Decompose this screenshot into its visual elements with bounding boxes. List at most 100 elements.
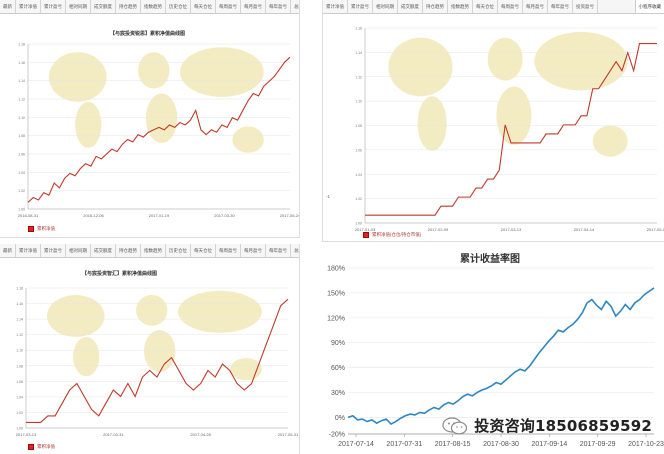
world-map-background	[48, 47, 264, 153]
x-tick-label: 2017-05-24	[280, 213, 300, 218]
legend-label: 累积净值	[37, 444, 55, 449]
map-shape	[177, 290, 262, 333]
map-shape	[138, 52, 170, 89]
tab-item[interactable]: 持仓趋势	[423, 0, 448, 13]
tab-item[interactable]: 相对同期	[373, 0, 398, 13]
y-tick-label: 180%	[327, 266, 345, 273]
y-tick-label: 1.14	[355, 51, 362, 55]
y-tick-label: 1.00	[355, 222, 362, 226]
tab-item[interactable]: 每周盈亏	[216, 244, 241, 257]
y-tick-label: 1.06	[18, 153, 25, 157]
y-tick-label: 1.08	[18, 134, 25, 138]
legend-checkbox-icon[interactable]	[363, 232, 369, 238]
return-series-line	[347, 287, 655, 426]
tab-item[interactable]: 每天仓位	[191, 244, 216, 257]
tab-item[interactable]: 每月盈亏	[241, 0, 266, 13]
tab-end[interactable]: 小程序收藏	[634, 0, 664, 13]
x-tick-label: 2017-04-14	[574, 227, 595, 232]
tab-item[interactable]: 相对同期	[66, 244, 91, 257]
tab-item[interactable]: 成交额度	[91, 244, 116, 257]
y-tick-label: 1.06	[355, 148, 362, 152]
y-tick-label: 1.10	[355, 100, 362, 104]
y-tick-label: 1.00	[16, 427, 23, 431]
legend[interactable]: 累积净值	[28, 444, 55, 450]
tab-item[interactable]: 历史仓位	[166, 244, 191, 257]
x-tick-label: 2017-01-03	[355, 227, 376, 232]
y-tick-label: 1.10	[16, 349, 23, 353]
y-tick-label: 60%	[331, 365, 345, 372]
map-shape	[230, 358, 262, 381]
tab-item[interactable]: 每周盈亏	[498, 0, 523, 13]
x-tick-label: 2017-10-23	[628, 441, 664, 448]
nav-series-line	[365, 43, 657, 216]
y-tick-label: 1.08	[355, 124, 362, 128]
y-tick-label: 1.12	[16, 333, 23, 337]
map-shape	[592, 125, 628, 157]
x-tick-label: 2017-07-14	[338, 441, 374, 448]
legend-label: 累积净值(仓位/持仓市值)	[372, 232, 422, 237]
tab-item[interactable]: 历史仓位	[166, 0, 191, 13]
y-tick-label: 1.02	[18, 189, 25, 193]
tab-item[interactable]: 每年盈亏	[548, 0, 573, 13]
map-shape	[48, 52, 107, 102]
x-tick-label: 2017-03-13	[501, 227, 522, 232]
map-shape	[534, 31, 628, 91]
tab-item[interactable]: 持仓趋势	[116, 0, 141, 13]
tab-item[interactable]: 指数趋势	[141, 244, 166, 257]
tab-item[interactable]: 每年盈亏	[266, 0, 291, 13]
nav-chart-3: 1.00 1.02 1.04 1.06 1.08 1.10 1.12 1.14 1.16 1.18…	[16, 287, 299, 438]
legend-checkbox-icon[interactable]	[28, 444, 34, 450]
tab-item[interactable]: 成交额度	[398, 0, 423, 13]
legend-checkbox-icon[interactable]	[28, 226, 34, 232]
legend-label: 累积净值	[37, 226, 55, 231]
tab-item[interactable]: 投资盈亏	[573, 0, 598, 13]
x-tick-label: 2017-09-14	[531, 441, 567, 448]
tab-item[interactable]: 累计盈亏	[41, 0, 66, 13]
legend[interactable]: 累积净值	[28, 226, 55, 232]
tab-item[interactable]: 每月盈亏	[523, 0, 548, 13]
y-tick-label: 1.18	[16, 287, 23, 291]
y-tick-label: 1.16	[18, 61, 25, 65]
tab-item[interactable]: 相对同期	[66, 0, 91, 13]
cumulative-return-chart: -20% 0% 30% 60% 90% 120% 150% 180% 2017-07-14 201…	[327, 266, 664, 449]
tab-item[interactable]: 指数趋势	[448, 0, 473, 13]
y-tick-label: 1.02	[355, 197, 362, 201]
tab-item[interactable]: 总结金额	[291, 244, 299, 257]
x-tick-label: 2017-02-09	[428, 227, 449, 232]
tab-item[interactable]: 最新	[0, 0, 16, 13]
map-shape	[417, 96, 447, 151]
nav-series-line	[26, 298, 289, 423]
tab-item[interactable]: 最新	[0, 244, 16, 257]
chart-title: 【与宸投资锐思】累积净值曲线图	[110, 31, 186, 37]
chart-title: 累计收益率图	[460, 254, 520, 265]
tab-item[interactable]: 每年盈亏	[266, 244, 291, 257]
tab-item[interactable]: 累计净值	[323, 0, 348, 13]
y-tick-label: 1.18	[18, 43, 25, 47]
nav-chart-panel-1: 最新 累计净值 累计盈亏 相对同期 成交额度 持仓趋势 指数趋势 历史仓位 每天仓位 每周盈亏 每月…	[0, 0, 300, 238]
y-side-label: -1	[326, 194, 330, 199]
tab-item[interactable]: 每月盈亏	[241, 244, 266, 257]
nav-chart-1: 1.00 1.02 1.04 1.06 1.08 1.10 1.12 1.14 1.16 1.18…	[18, 43, 300, 219]
legend[interactable]: 累积净值(仓位/持仓市值)	[363, 232, 421, 238]
tab-item[interactable]: 每天仓位	[473, 0, 498, 13]
x-tick-label: 2017-05-31	[278, 432, 299, 437]
tab-item[interactable]: 持仓趋势	[116, 244, 141, 257]
tab-item[interactable]: 每周盈亏	[216, 0, 241, 13]
tab-item[interactable]: 累计盈亏	[348, 0, 373, 13]
y-tick-label: 1.12	[18, 98, 25, 102]
y-tick-label: -20%	[329, 432, 345, 439]
tab-bar: 累计净值 累计盈亏 相对同期 成交额度 持仓趋势 指数趋势 每天仓位 每周盈亏 每月盈亏 每年盈亏…	[323, 0, 664, 14]
map-shape	[179, 47, 264, 97]
map-shape	[496, 86, 532, 145]
tab-item[interactable]: 指数趋势	[141, 0, 166, 13]
tab-item[interactable]: 累计盈亏	[41, 244, 66, 257]
map-shape	[136, 295, 168, 326]
y-tick-label: 120%	[327, 315, 345, 322]
tab-item[interactable]: 累计净值	[16, 0, 41, 13]
x-tick-label: 2017-08-15	[435, 441, 471, 448]
tab-item[interactable]: 成交额度	[91, 0, 116, 13]
tab-item[interactable]: 每天仓位	[191, 0, 216, 13]
x-tick-label: 2017-03-30	[214, 213, 235, 218]
tab-item[interactable]: 累计净值	[16, 244, 41, 257]
tab-item[interactable]: 总结金额	[291, 0, 299, 13]
